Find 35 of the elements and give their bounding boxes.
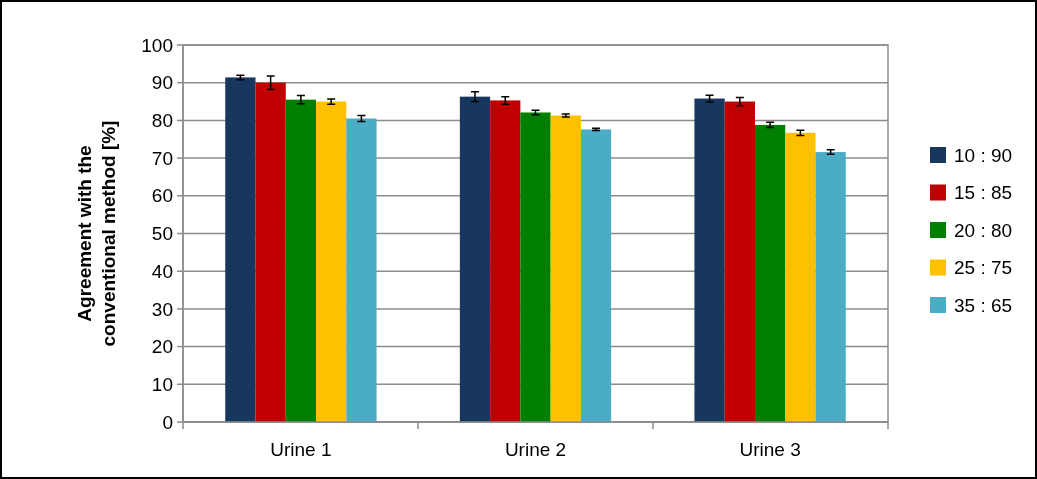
bar: [285, 99, 317, 422]
x-tick-label: Urine 3: [739, 439, 801, 460]
y-tick-label: 50: [151, 223, 173, 245]
legend-label: 20 : 80: [954, 219, 1013, 241]
x-tick-label: Urine 1: [270, 439, 332, 460]
legend-label: 10 : 90: [954, 144, 1013, 166]
y-tick-label: 40: [151, 260, 173, 282]
bar: [490, 100, 521, 422]
legend-label: 15 : 85: [954, 182, 1013, 204]
y-tick-label: 0: [162, 411, 173, 433]
bar: [225, 77, 256, 422]
bar: [459, 96, 491, 422]
y-axis-title: Agreement with the conventional method [%]: [74, 120, 119, 347]
bar: [785, 132, 816, 422]
bar: [550, 115, 581, 422]
y-tick-label: 20: [151, 336, 173, 358]
y-tick-label: 90: [151, 72, 173, 94]
legend-label: 25 : 75: [954, 257, 1013, 279]
y-tick-label: 30: [151, 298, 173, 320]
bar: [724, 101, 755, 422]
bar: [815, 152, 846, 422]
bar: [754, 124, 786, 422]
x-tick-label: Urine 2: [504, 439, 567, 460]
y-tick-label: 70: [151, 147, 173, 169]
bar: [580, 129, 612, 422]
bar: [694, 98, 725, 422]
bar: [316, 101, 347, 422]
y-tick-label: 100: [141, 34, 173, 56]
bar: [520, 112, 551, 422]
y-tick-label: 60: [151, 185, 173, 207]
y-tick-label: 10: [151, 373, 173, 395]
bar: [346, 118, 377, 422]
bar: [255, 82, 286, 422]
legend-label: 35 : 65: [954, 294, 1013, 316]
y-tick-label: 80: [151, 110, 173, 132]
